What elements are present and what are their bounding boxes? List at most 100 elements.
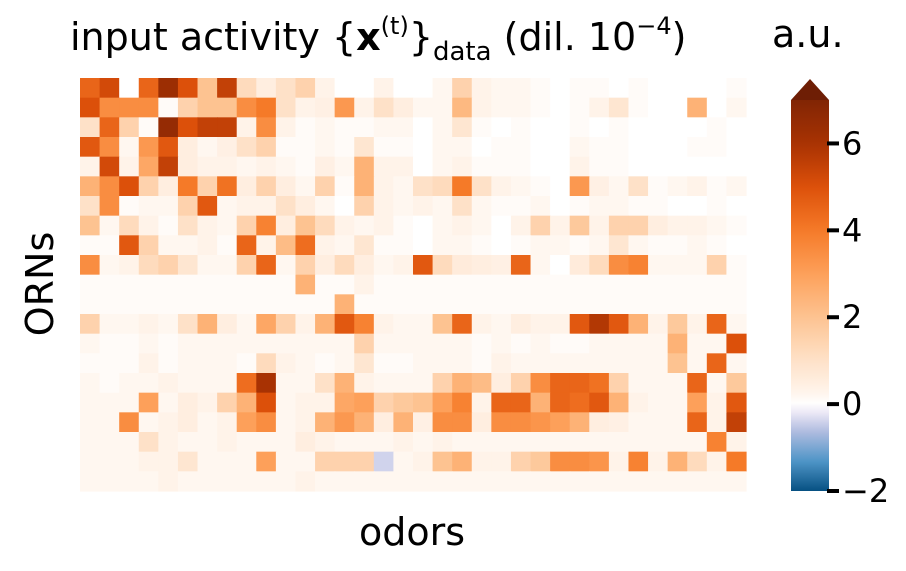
heatmap-cell [510, 392, 532, 413]
heatmap-cell [315, 78, 336, 99]
heatmap-cell [236, 314, 257, 335]
heatmap-cell [119, 235, 140, 256]
heatmap-cell [491, 353, 512, 374]
heatmap-cell [334, 137, 355, 158]
heatmap-cell [491, 156, 512, 177]
heatmap-cell [197, 176, 218, 197]
heatmap-cell [334, 215, 355, 236]
heatmap-cell [80, 97, 101, 118]
heatmap-cell [217, 137, 238, 158]
heatmap-cell [334, 432, 355, 453]
heatmap-cell [295, 156, 316, 177]
heatmap-cell [413, 333, 434, 354]
heatmap-cell [550, 196, 571, 217]
heatmap-cell [726, 353, 747, 374]
heatmap-cell [158, 294, 179, 315]
heatmap-cell [354, 156, 375, 177]
heatmap-cell [648, 156, 669, 177]
heatmap-cell [354, 333, 375, 354]
heatmap-cell [158, 314, 179, 335]
heatmap-cell [373, 156, 395, 177]
heatmap-cell [510, 97, 532, 118]
heatmap-cell [452, 432, 473, 453]
heatmap-cell [138, 314, 159, 335]
heatmap-cell [275, 353, 297, 374]
heatmap-cell [471, 78, 492, 99]
heatmap-cell [138, 255, 159, 276]
heatmap-cell [413, 255, 434, 276]
heatmap-cell [589, 314, 610, 335]
heatmap-cell [295, 471, 316, 492]
colorbar-tick-label: 4 [842, 211, 862, 249]
heatmap-cell [295, 137, 316, 158]
heatmap-cell [491, 255, 512, 276]
heatmap-cell [158, 373, 179, 394]
heatmap-cell [315, 294, 336, 315]
heatmap-cell [413, 196, 434, 217]
heatmap-cell [648, 392, 669, 413]
heatmap-cell [491, 274, 512, 295]
heatmap-cell [648, 274, 669, 295]
heatmap-cell [177, 196, 199, 217]
heatmap-cell [236, 471, 257, 492]
heatmap-cell [177, 432, 199, 453]
heatmap-cell [99, 392, 120, 413]
heatmap-cell [726, 196, 747, 217]
heatmap-cell [334, 78, 355, 99]
heatmap-cell [217, 235, 238, 256]
heatmap-cell [413, 392, 434, 413]
heatmap-cell [471, 274, 492, 295]
heatmap-cell [373, 117, 395, 138]
heatmap-cell [256, 373, 277, 394]
heatmap-cell [706, 255, 728, 276]
heatmap-cell [217, 314, 238, 335]
heatmap-cell [589, 432, 610, 453]
heatmap-cell [432, 215, 453, 236]
heatmap-cell [295, 235, 316, 256]
heatmap-cell [197, 314, 218, 335]
heatmap-cell [138, 78, 159, 99]
x-axis-label: odors [359, 510, 466, 554]
heatmap-cell [315, 333, 336, 354]
heatmap-cell [687, 353, 708, 374]
heatmap-cell [608, 215, 630, 236]
heatmap-cell [334, 451, 355, 472]
heatmap-cell [119, 137, 140, 158]
heatmap-cell [569, 196, 590, 217]
heatmap-cell [275, 333, 297, 354]
heatmap-cell [373, 235, 395, 256]
heatmap-cell [667, 117, 688, 138]
heatmap-cell [119, 432, 140, 453]
heatmap-cell [432, 412, 453, 433]
heatmap-cell [550, 78, 571, 99]
heatmap-cell [295, 294, 316, 315]
heatmap-cell [452, 294, 473, 315]
heatmap-cell [569, 274, 590, 295]
heatmap-cell [471, 294, 492, 315]
heatmap-cell [569, 255, 590, 276]
heatmap-cell [217, 432, 238, 453]
heatmap-cell [275, 412, 297, 433]
heatmap-cell [354, 117, 375, 138]
heatmap-cell [628, 274, 649, 295]
heatmap-cell [275, 176, 297, 197]
heatmap-cell [550, 314, 571, 335]
heatmap-cell [393, 235, 414, 256]
heatmap-cell [667, 196, 688, 217]
heatmap-cell [413, 78, 434, 99]
heatmap-cell [589, 117, 610, 138]
heatmap-cell [275, 294, 297, 315]
heatmap-cell [315, 137, 336, 158]
heatmap-cell [667, 235, 688, 256]
heatmap-cell [608, 97, 630, 118]
heatmap-cell [99, 117, 120, 138]
heatmap-cell [491, 215, 512, 236]
heatmap-cell [138, 412, 159, 433]
heatmap-cell [99, 294, 120, 315]
heatmap-cell [354, 78, 375, 99]
heatmap-cell [667, 373, 688, 394]
heatmap-cell [589, 156, 610, 177]
heatmap-cell [432, 274, 453, 295]
heatmap-cell [667, 471, 688, 492]
heatmap-cell [373, 412, 395, 433]
